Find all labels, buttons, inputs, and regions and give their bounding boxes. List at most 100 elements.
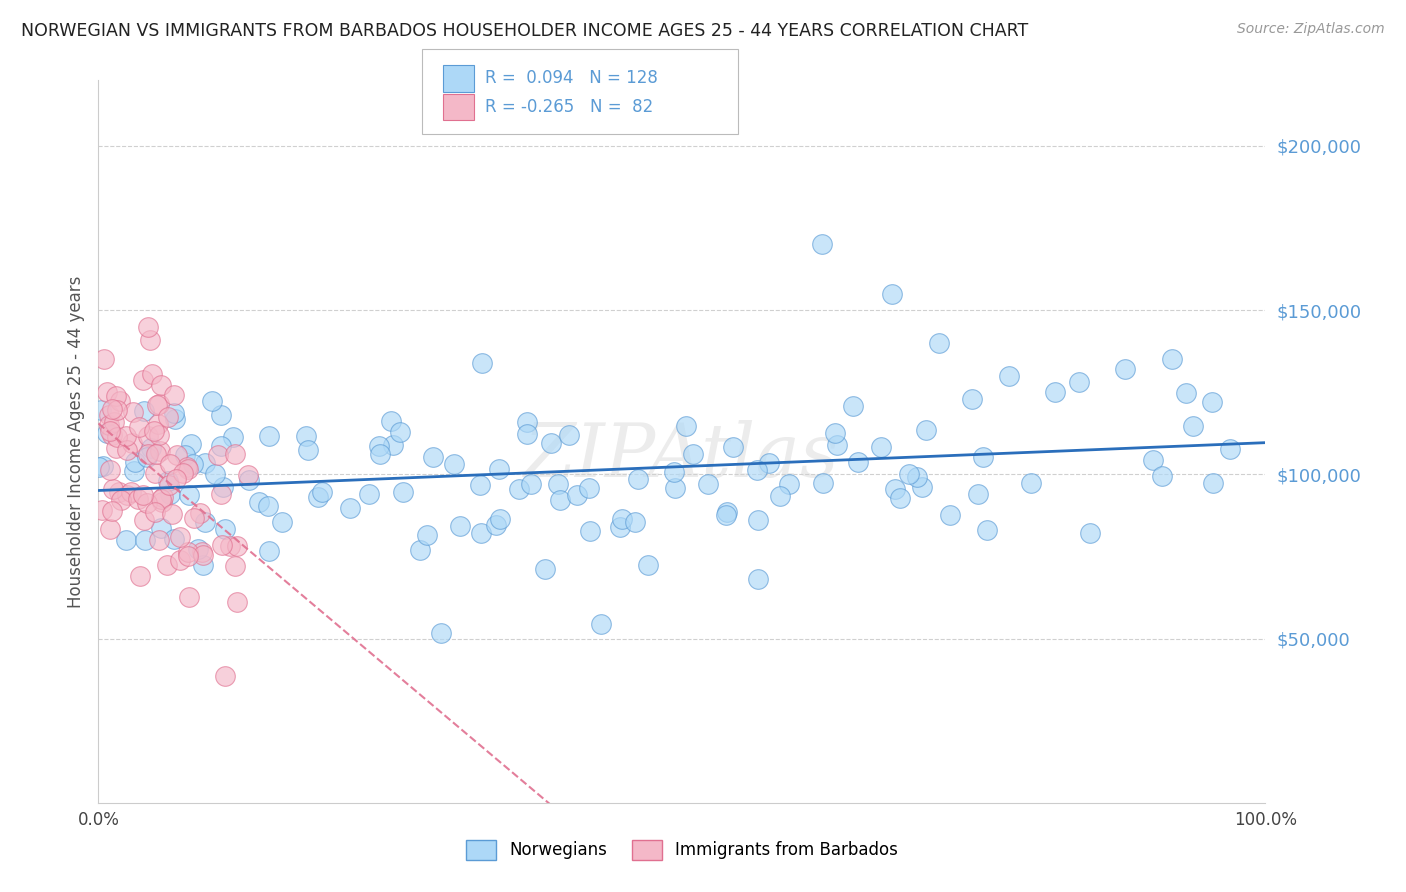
Legend: Norwegians, Immigrants from Barbados: Norwegians, Immigrants from Barbados <box>458 833 905 867</box>
Point <box>145 448 167 462</box>
Point <box>962 392 984 406</box>
Point <box>115 533 138 548</box>
Point <box>207 448 229 462</box>
Point <box>565 488 588 502</box>
Point <box>181 457 204 471</box>
Point <box>132 373 155 387</box>
Point <box>152 491 174 505</box>
Point <box>391 484 413 499</box>
Point <box>98 424 121 438</box>
Point <box>624 516 647 530</box>
Point <box>747 463 769 477</box>
Point <box>247 494 270 508</box>
Point <box>271 515 294 529</box>
Point <box>214 668 236 682</box>
Point <box>127 492 149 507</box>
Point <box>115 442 138 457</box>
Point <box>204 467 226 482</box>
Point <box>128 420 150 434</box>
Point <box>194 515 217 529</box>
Point <box>149 443 172 458</box>
Point <box>132 513 155 527</box>
Point <box>96 385 118 400</box>
Point <box>578 481 600 495</box>
Point <box>163 388 186 402</box>
Point <box>141 367 163 381</box>
Point <box>422 450 444 464</box>
Point <box>90 402 112 417</box>
Point <box>1202 476 1225 491</box>
Point <box>156 410 179 425</box>
Point <box>157 478 180 492</box>
Point <box>1219 442 1241 457</box>
Point <box>183 511 205 525</box>
Point <box>143 505 166 519</box>
Point <box>443 458 465 472</box>
Point <box>389 425 412 439</box>
Point <box>150 495 173 509</box>
Point <box>124 455 146 469</box>
Point <box>136 447 159 461</box>
Point <box>143 424 166 438</box>
Point <box>238 473 260 487</box>
Point <box>121 405 143 419</box>
Point <box>609 519 631 533</box>
Point <box>470 525 492 540</box>
Point <box>637 558 659 572</box>
Point <box>224 558 246 573</box>
Point <box>150 521 173 535</box>
Point <box>226 595 249 609</box>
Point <box>534 562 557 576</box>
Point <box>100 463 122 477</box>
Point <box>108 394 131 409</box>
Point <box>747 513 769 527</box>
Point <box>297 442 319 457</box>
Point <box>145 398 167 412</box>
Point <box>191 558 214 573</box>
Point <box>121 436 143 450</box>
Text: R = -0.265   N =  82: R = -0.265 N = 82 <box>485 98 654 116</box>
Point <box>889 491 911 506</box>
Point <box>201 393 224 408</box>
Point <box>842 399 865 413</box>
Point <box>997 368 1019 383</box>
Point <box>174 448 197 462</box>
Point <box>610 511 633 525</box>
Text: ZIPAtlas: ZIPAtlas <box>524 420 839 492</box>
Point <box>141 441 163 455</box>
Point <box>146 417 169 431</box>
Point <box>339 500 361 515</box>
Point <box>224 447 246 461</box>
Point <box>368 447 391 461</box>
Point <box>132 487 155 501</box>
Point <box>914 423 936 437</box>
Point <box>159 457 181 471</box>
Point <box>150 378 173 392</box>
Point <box>449 519 471 533</box>
Point <box>508 483 530 497</box>
Point <box>226 539 249 553</box>
Point <box>211 480 233 494</box>
Point <box>972 450 994 464</box>
Point <box>747 572 769 586</box>
Point <box>905 470 928 484</box>
Point <box>723 440 745 454</box>
Point <box>1019 476 1042 491</box>
Point <box>1150 469 1173 483</box>
Point <box>768 489 790 503</box>
Point <box>716 508 738 522</box>
Point <box>107 430 129 444</box>
Point <box>1175 386 1198 401</box>
Point <box>824 426 846 441</box>
Point <box>101 428 124 442</box>
Point <box>547 477 569 491</box>
Point <box>579 524 602 538</box>
Point <box>136 450 159 464</box>
Point <box>179 591 201 605</box>
Point <box>471 356 494 370</box>
Point <box>485 518 508 533</box>
Point <box>148 533 170 548</box>
Point <box>162 507 184 521</box>
Point <box>675 418 697 433</box>
Point <box>169 530 191 544</box>
